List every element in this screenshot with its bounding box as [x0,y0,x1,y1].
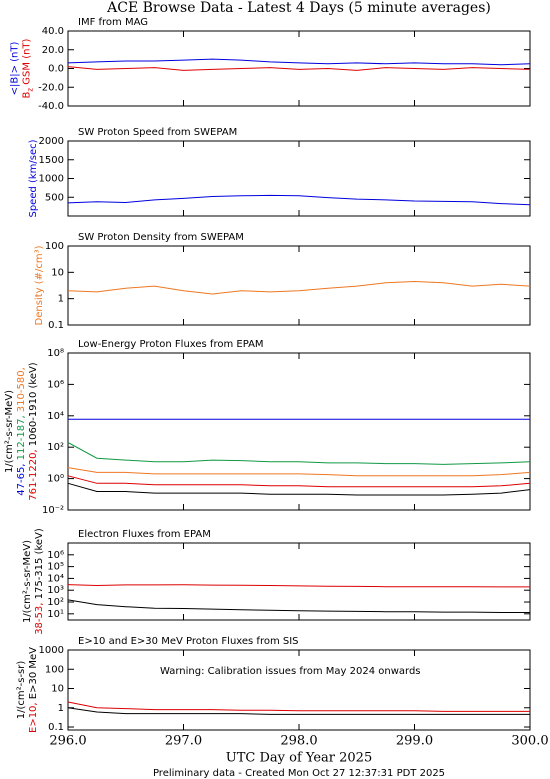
y-axis-label-part: Speed (km/sec) [28,139,39,217]
y-axis-label-part: <|B|> (nT) [10,42,21,96]
x-tick-label: 300.0 [511,734,548,749]
y-tick-label: 10⁵ [47,562,64,573]
y-tick-label: 10⁻² [42,505,64,516]
panel-title: Electron Fluxes from EPAM [78,529,211,540]
y-tick-label: 20.0 [42,45,64,56]
series-line [67,58,531,66]
plot-frame [67,245,531,326]
panel-title: Low-Energy Proton Fluxes from EPAM [78,339,264,350]
y-axis-label: Density (#/cm³) [34,245,45,325]
plot-frame [67,649,531,731]
series-line [67,194,531,206]
y-axis-label-part: 1060-1910 (keV) [28,362,39,446]
y-axis-label: 1/(cm²-s-sr-MeV) [22,540,33,623]
y-tick-label: 0.1 [48,722,64,733]
series-line [67,599,530,613]
y-tick-label: 10 [51,684,64,695]
series-line [67,482,531,496]
y-tick-label: 1000 [39,174,64,185]
y-tick-label: 100 [45,664,64,675]
y-tick-label: 1000 [39,645,64,656]
y-tick-label: 2000 [39,136,64,147]
x-tick-label: 297.0 [165,734,202,749]
series-line [67,280,531,295]
page-title: ACE Browse Data - Latest 4 Days (5 minut… [106,0,491,16]
y-tick-label: 500 [45,192,64,203]
y-axis-label-part: z [27,88,35,92]
annotation: Warning: Calibration issues from May 202… [160,666,421,677]
y-tick-label: 1 [58,703,64,714]
x-axis-label: UTC Day of Year 2025 [226,751,372,766]
y-axis-label-part: E>10, [28,699,39,733]
y-axis-label-part: 38-53, [34,599,45,634]
series-line [67,475,531,488]
y-tick-label: 10⁶ [47,550,64,561]
series-line [67,442,531,465]
y-axis-label-part: 761-1220, [28,446,39,501]
y-tick-label: 100 [45,241,64,252]
y-axis-label-part: 47-65, [16,460,27,495]
y-tick-label: -20.0 [38,82,64,93]
y-tick-label: 0.1 [48,320,64,331]
x-tick-label: 298.0 [280,734,317,749]
y-axis-label-part: 1/(cm²-s-sr) [16,661,27,720]
y-tick-label: 10¹ [47,609,64,620]
panel-title: IMF from MAG [78,17,148,28]
y-axis-label: E>10, E>30 MeV [28,647,39,733]
y-axis-label-part: GSM (nT) [22,38,33,87]
series-line [67,701,530,712]
y-axis-label-part: 175-315 (keV) [34,528,45,599]
y-tick-label: 1 [58,294,64,305]
footer: Preliminary data - Created Mon Oct 27 12… [153,768,445,779]
y-tick-label: 10 [51,267,64,278]
x-tick-label: 299.0 [396,734,433,749]
y-tick-label: 10² [47,442,64,453]
y-axis-label: 38-53, 175-315 (keV) [34,528,45,635]
plot-frame [67,542,531,621]
y-axis-label-part: E>30 MeV [28,647,39,699]
y-axis-label: 47-65, 112-187, 310-580, [16,367,27,496]
y-axis-label-part: 1/(cm²-s-sr-MeV) [22,540,33,623]
y-axis-label: <|B|> (nT) [10,42,21,96]
y-axis-label-part: Density (#/cm³) [34,245,45,325]
y-tick-label: 0.0 [48,64,64,75]
y-axis-label: 1/(cm²-s-sr) [16,661,27,720]
y-axis-label-part: 1/(cm²-s-sr-MeV) [4,390,15,473]
y-tick-label: 10³ [47,585,64,596]
x-tick-label: 296.0 [49,734,86,749]
y-axis-label: Bz GSM (nT) [22,38,35,98]
series-line [67,467,531,477]
y-tick-label: 1500 [39,155,64,166]
y-tick-label: 10⁶ [47,379,64,390]
panel-title: SW Proton Speed from SWEPAM [78,127,237,138]
y-tick-label: 10⁰ [47,474,64,485]
y-tick-label: 10⁸ [47,348,64,359]
y-tick-label: -40.0 [38,101,64,112]
y-axis-label: 761-1220, 1060-1910 (keV) [28,362,39,501]
y-tick-label: 10⁴ [47,573,64,584]
y-axis-label: 1/(cm²-s-sr-MeV) [4,390,15,473]
y-axis-label-part: 310-580, [16,367,27,412]
y-axis-label: Speed (km/sec) [28,139,39,217]
y-axis-label-part: B [22,91,33,98]
y-axis-label-part: 112-187, [16,412,27,460]
series-line [67,584,530,588]
series-line [67,66,531,71]
y-tick-label: 10² [47,597,64,608]
y-tick-label: 10⁴ [47,411,64,422]
y-tick-label: 40.0 [42,26,64,37]
panel-title: SW Proton Density from SWEPAM [78,232,244,243]
panel-title: E>10 and E>30 MeV Proton Fluxes from SIS [78,636,299,647]
plot-frame [67,140,531,217]
series-line [67,707,530,715]
